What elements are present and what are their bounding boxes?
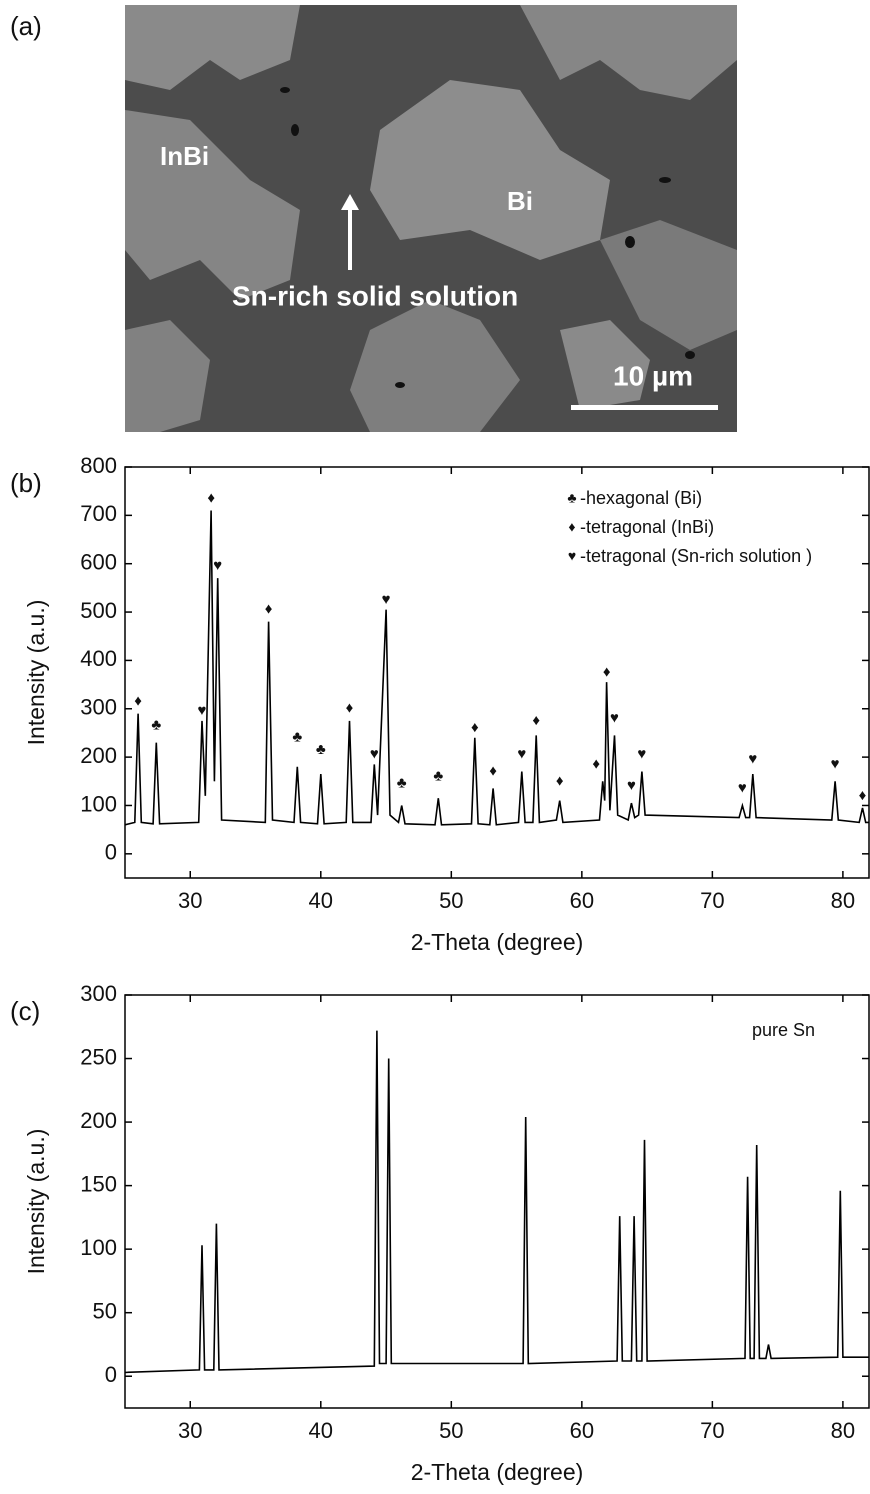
peak-marker: ♥: [382, 591, 391, 608]
peak-marker: ♥: [610, 709, 619, 726]
peak-marker: ♦: [471, 719, 479, 736]
legend-symbol: ♦: [568, 519, 575, 535]
pore: [280, 87, 290, 93]
peak-marker: ♦: [207, 489, 215, 506]
y-tick-label: 0: [105, 840, 117, 865]
grain: [125, 110, 300, 300]
grain: [350, 300, 520, 432]
grain: [125, 5, 300, 90]
phase-label: Bi: [507, 186, 533, 216]
peak-marker: ♣: [397, 775, 407, 792]
peak-marker: ♥: [517, 746, 526, 763]
peak-marker: ♦: [346, 700, 354, 717]
y-tick-label: 100: [80, 791, 117, 816]
peak-marker: ♦: [556, 772, 564, 789]
x-tick-label: 60: [570, 1418, 594, 1443]
grain: [125, 320, 210, 432]
legend-label: -tetragonal (Sn-rich solution ): [580, 546, 812, 566]
grain: [370, 80, 610, 260]
panel-label: (b): [10, 468, 42, 498]
pore: [291, 124, 299, 136]
peak-marker: ♣: [151, 717, 161, 734]
pore: [625, 236, 635, 248]
grain: [600, 220, 737, 350]
phase-label: InBi: [160, 141, 209, 171]
x-tick-label: 30: [178, 888, 202, 913]
y-tick-label: 100: [80, 1235, 117, 1260]
spectrum-line: [124, 510, 869, 826]
y-tick-label: 300: [80, 981, 117, 1006]
peak-marker: ♦: [532, 712, 540, 729]
x-tick-label: 50: [439, 888, 463, 913]
y-tick-label: 800: [80, 453, 117, 478]
x-tick-label: 40: [309, 1418, 333, 1443]
peak-marker: ♣: [316, 741, 326, 758]
y-tick-label: 200: [80, 1108, 117, 1133]
peak-marker: ♥: [738, 780, 747, 797]
y-tick-label: 500: [80, 598, 117, 623]
scale-bar-label: 10 µm: [613, 360, 693, 391]
sem-image: InBi Bi Sn-rich solid solution 10 µm: [125, 5, 737, 432]
y-tick-label: 300: [80, 695, 117, 720]
grain: [520, 5, 737, 100]
peak-marker: ♦: [265, 601, 273, 618]
plot-frame: [124, 466, 870, 879]
y-tick-label: 50: [93, 1299, 117, 1324]
peak-marker: ♦: [134, 692, 142, 709]
peak-marker: ♥: [213, 557, 222, 574]
x-tick-label: 60: [570, 888, 594, 913]
phase-label: Sn-rich solid solution: [232, 280, 518, 311]
peak-marker: ♦: [859, 787, 867, 804]
legend-symbol: ♣: [567, 490, 576, 506]
grain: [560, 320, 650, 410]
legend-symbol: ♥: [568, 548, 576, 564]
x-tick-label: 70: [700, 888, 724, 913]
peak-marker: ♥: [198, 702, 207, 719]
panel-label: (a): [10, 11, 42, 41]
x-tick-label: 80: [831, 1418, 855, 1443]
peak-marker: ♦: [489, 763, 497, 780]
y-tick-label: 700: [80, 501, 117, 526]
spectrum-line: [124, 1030, 869, 1374]
x-axis-label: 2-Theta (degree): [411, 929, 584, 955]
plot-frame: [124, 994, 870, 1409]
scale-bar: [571, 405, 718, 410]
peak-marker: ♣: [292, 729, 302, 746]
pore: [685, 351, 695, 359]
y-axis-label: Intensity (a.u.): [23, 600, 49, 746]
peak-marker: ♦: [592, 755, 600, 772]
peak-marker: ♥: [637, 746, 646, 763]
x-tick-label: 80: [831, 888, 855, 913]
x-tick-label: 50: [439, 1418, 463, 1443]
arrow-head: [341, 194, 359, 210]
peak-marker: ♣: [433, 767, 443, 784]
legend-label: -tetragonal (InBi): [580, 517, 714, 537]
x-axis-label: 2-Theta (degree): [411, 1459, 584, 1485]
panel-label: (c): [10, 996, 40, 1026]
x-tick-label: 40: [309, 888, 333, 913]
y-axis-label: Intensity (a.u.): [23, 1129, 49, 1275]
legend-label: -hexagonal (Bi): [580, 488, 702, 508]
y-tick-label: 250: [80, 1044, 117, 1069]
pore: [659, 177, 671, 183]
annotation: pure Sn: [752, 1020, 815, 1040]
x-tick-label: 70: [700, 1418, 724, 1443]
pore: [395, 382, 405, 388]
peak-marker: ♥: [370, 746, 379, 763]
peak-marker: ♥: [748, 751, 757, 768]
y-tick-label: 0: [105, 1362, 117, 1387]
y-tick-label: 400: [80, 646, 117, 671]
peak-marker: ♥: [831, 755, 840, 772]
peak-marker: ♦: [603, 663, 611, 680]
x-tick-label: 30: [178, 1418, 202, 1443]
peak-marker: ♥: [627, 777, 636, 794]
y-tick-label: 200: [80, 743, 117, 768]
y-tick-label: 150: [80, 1171, 117, 1196]
y-tick-label: 600: [80, 550, 117, 575]
